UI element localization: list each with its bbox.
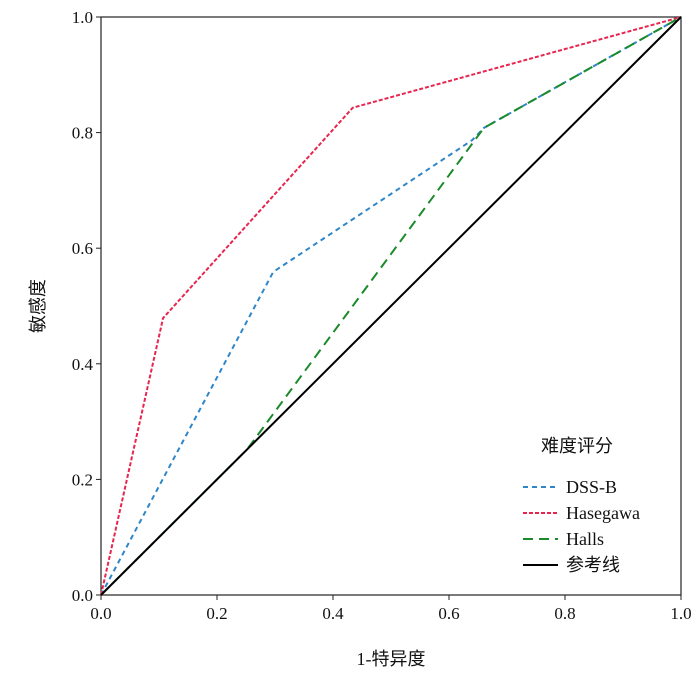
legend-entry: DSS-B <box>566 477 617 497</box>
y-axis-label: 敏感度 <box>28 279 48 333</box>
legend-entry: Halls <box>566 529 604 549</box>
x-tick-label: 0.4 <box>322 604 344 623</box>
series-line-- <box>100 16 682 596</box>
legend-title: 难度评分 <box>541 436 613 456</box>
x-tick-label: 0.2 <box>206 604 227 623</box>
x-tick-label: 1.0 <box>670 604 691 623</box>
y-tick-label: 0.2 <box>72 470 93 489</box>
y-tick-label: 0.6 <box>72 239 93 258</box>
legend-entry: 参考线 <box>566 555 620 575</box>
x-tick-label: 0.6 <box>438 604 459 623</box>
y-tick-label: 0.4 <box>72 355 94 374</box>
x-tick-label: 0.8 <box>554 604 575 623</box>
legend-entry: Hasegawa <box>566 503 640 523</box>
y-tick-label: 1.0 <box>72 8 93 27</box>
x-axis-label: 1-特异度 <box>357 649 426 669</box>
y-tick-label: 0.0 <box>72 586 93 605</box>
x-tick-label: 0.0 <box>90 604 111 623</box>
series-line-hasegawa <box>100 16 682 596</box>
y-tick-label: 0.8 <box>72 124 93 143</box>
plot-frame <box>100 16 682 596</box>
